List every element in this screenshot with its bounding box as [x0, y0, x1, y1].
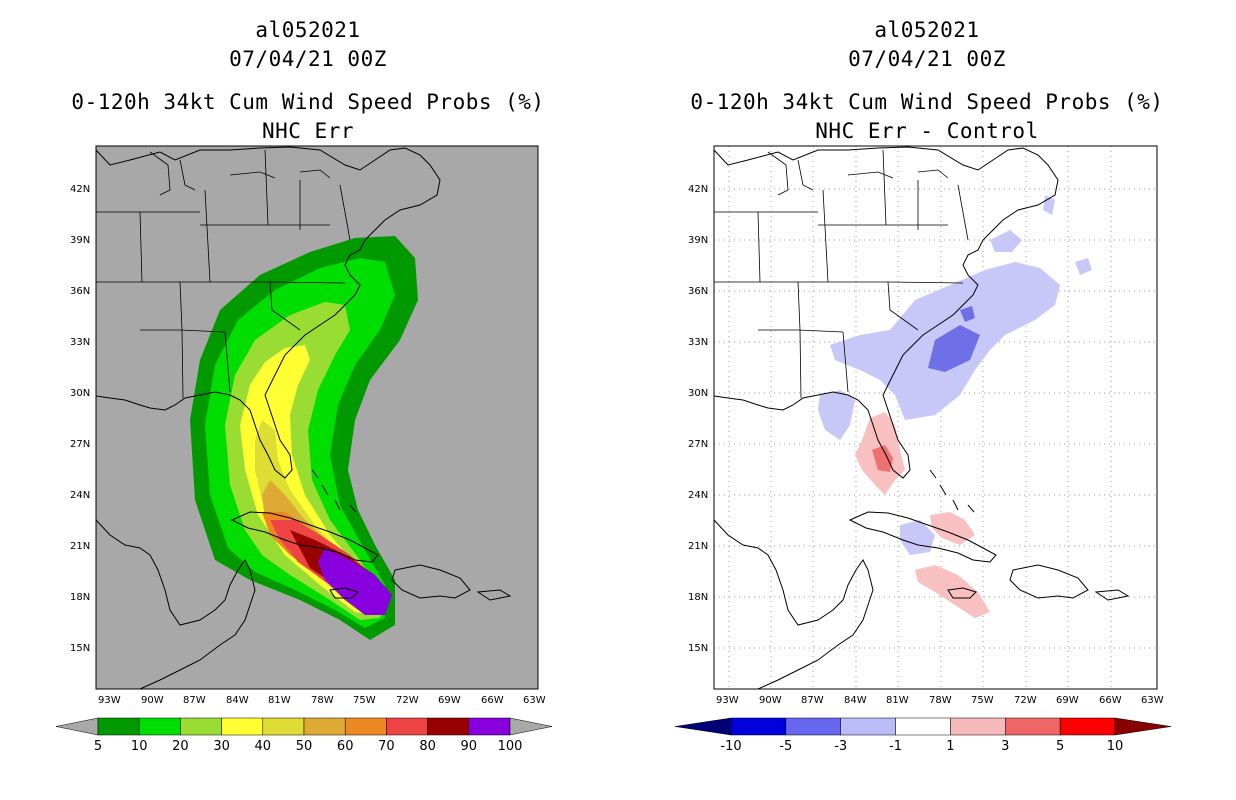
lon-label: 84W [844, 695, 867, 706]
right-colorbar: -10 -5 -3 -1 1 3 5 10 [674, 717, 1172, 754]
colorbar-left-arrow [55, 717, 99, 736]
left-title: 0-120h 34kt Cum Wind Speed Probs (%) [71, 90, 545, 114]
lon-label: 93W [98, 695, 121, 706]
colorbar-right-arrow [1114, 717, 1172, 736]
lat-label: 21N [70, 541, 91, 552]
colorbar-label: 5 [1056, 739, 1064, 754]
lon-label: 78W [311, 695, 334, 706]
left-storm-id: al052021 [255, 18, 361, 42]
lon-label: 66W [1099, 695, 1122, 706]
colorbar-label: 60 [337, 739, 354, 754]
lat-label: 30N [70, 388, 91, 399]
colorbar-label: 20 [172, 739, 189, 754]
colorbar-cell [468, 717, 511, 736]
lon-label: 63W [1141, 695, 1164, 706]
left-colorbar: 5 10 20 30 40 50 60 70 80 90 100 [55, 717, 553, 754]
colorbar-label: 10 [131, 739, 148, 754]
colorbar-label: 70 [378, 739, 395, 754]
lat-label: 27N [70, 439, 91, 450]
lon-label: 84W [226, 695, 249, 706]
lon-label: 93W [716, 695, 739, 706]
lon-label: 63W [523, 695, 546, 706]
colorbar-cell [97, 717, 140, 736]
lat-label: 36N [70, 286, 91, 297]
right-subtitle: NHC Err - Control [815, 119, 1039, 143]
colorbar-cell [1059, 717, 1116, 736]
lat-label: 39N [688, 235, 709, 246]
lon-label: 75W [971, 695, 994, 706]
lon-label: 87W [183, 695, 206, 706]
colorbar-label: 90 [461, 739, 478, 754]
right-storm-id: al052021 [874, 18, 980, 42]
colorbar-cell [303, 717, 346, 736]
colorbar-label: -3 [834, 739, 847, 754]
colorbar-label: -1 [889, 739, 902, 754]
lat-label: 24N [688, 490, 709, 501]
lat-label: 15N [688, 643, 709, 654]
colorbar-cell [950, 717, 1006, 736]
lat-label: 42N [688, 184, 709, 195]
right-title: 0-120h 34kt Cum Wind Speed Probs (%) [690, 90, 1164, 114]
colorbar-label: 30 [213, 739, 230, 754]
colorbar-label: 100 [498, 739, 523, 754]
lon-label: 69W [438, 695, 461, 706]
lon-label: 81W [886, 695, 909, 706]
lon-label: 78W [929, 695, 952, 706]
colorbar-cell [262, 717, 305, 736]
right-date: 07/04/21 00Z [848, 47, 1006, 71]
colorbar-label: -10 [720, 739, 741, 754]
colorbar-label: 40 [255, 739, 272, 754]
colorbar-cell [180, 717, 222, 736]
left-subtitle: NHC Err [261, 119, 354, 143]
colorbar-cell [895, 717, 951, 736]
lon-label: 90W [141, 695, 164, 706]
lat-label: 30N [688, 388, 709, 399]
lon-label: 81W [268, 695, 291, 706]
lon-label: 72W [396, 695, 419, 706]
lon-label: 69W [1056, 695, 1079, 706]
colorbar-cell [1005, 717, 1061, 736]
lat-label: 24N [70, 490, 91, 501]
left-date: 07/04/21 00Z [229, 47, 387, 71]
colorbar-cell [840, 717, 896, 736]
lat-label: 39N [70, 235, 91, 246]
lon-label: 75W [353, 695, 376, 706]
lat-label: 42N [70, 184, 91, 195]
lat-label: 21N [688, 541, 709, 552]
colorbar-cell [344, 717, 387, 736]
lat-label: 33N [688, 337, 709, 348]
lon-label: 66W [481, 695, 504, 706]
lat-label: 18N [688, 592, 709, 603]
colorbar-cell [730, 717, 787, 736]
colorbar-label: 50 [296, 739, 313, 754]
colorbar-cell [785, 717, 841, 736]
lon-label: 90W [759, 695, 782, 706]
colorbar-label: 3 [1001, 739, 1009, 754]
colorbar-label: -5 [779, 739, 792, 754]
colorbar-label: 5 [94, 739, 102, 754]
lat-label: 15N [70, 643, 91, 654]
lat-label: 36N [688, 286, 709, 297]
colorbar-left-arrow [674, 717, 732, 736]
colorbar-label: 10 [1107, 739, 1124, 754]
lon-label: 87W [801, 695, 824, 706]
lon-label: 72W [1014, 695, 1037, 706]
colorbar-cell [386, 717, 428, 736]
colorbar-cell [427, 717, 470, 736]
lat-label: 33N [70, 337, 91, 348]
colorbar-label: 1 [946, 739, 954, 754]
lat-label: 27N [688, 439, 709, 450]
colorbar-right-arrow [509, 717, 553, 736]
colorbar-cell [221, 717, 264, 736]
lat-label: 18N [70, 592, 91, 603]
colorbar-label: 80 [419, 739, 436, 754]
colorbar-cell [138, 717, 181, 736]
